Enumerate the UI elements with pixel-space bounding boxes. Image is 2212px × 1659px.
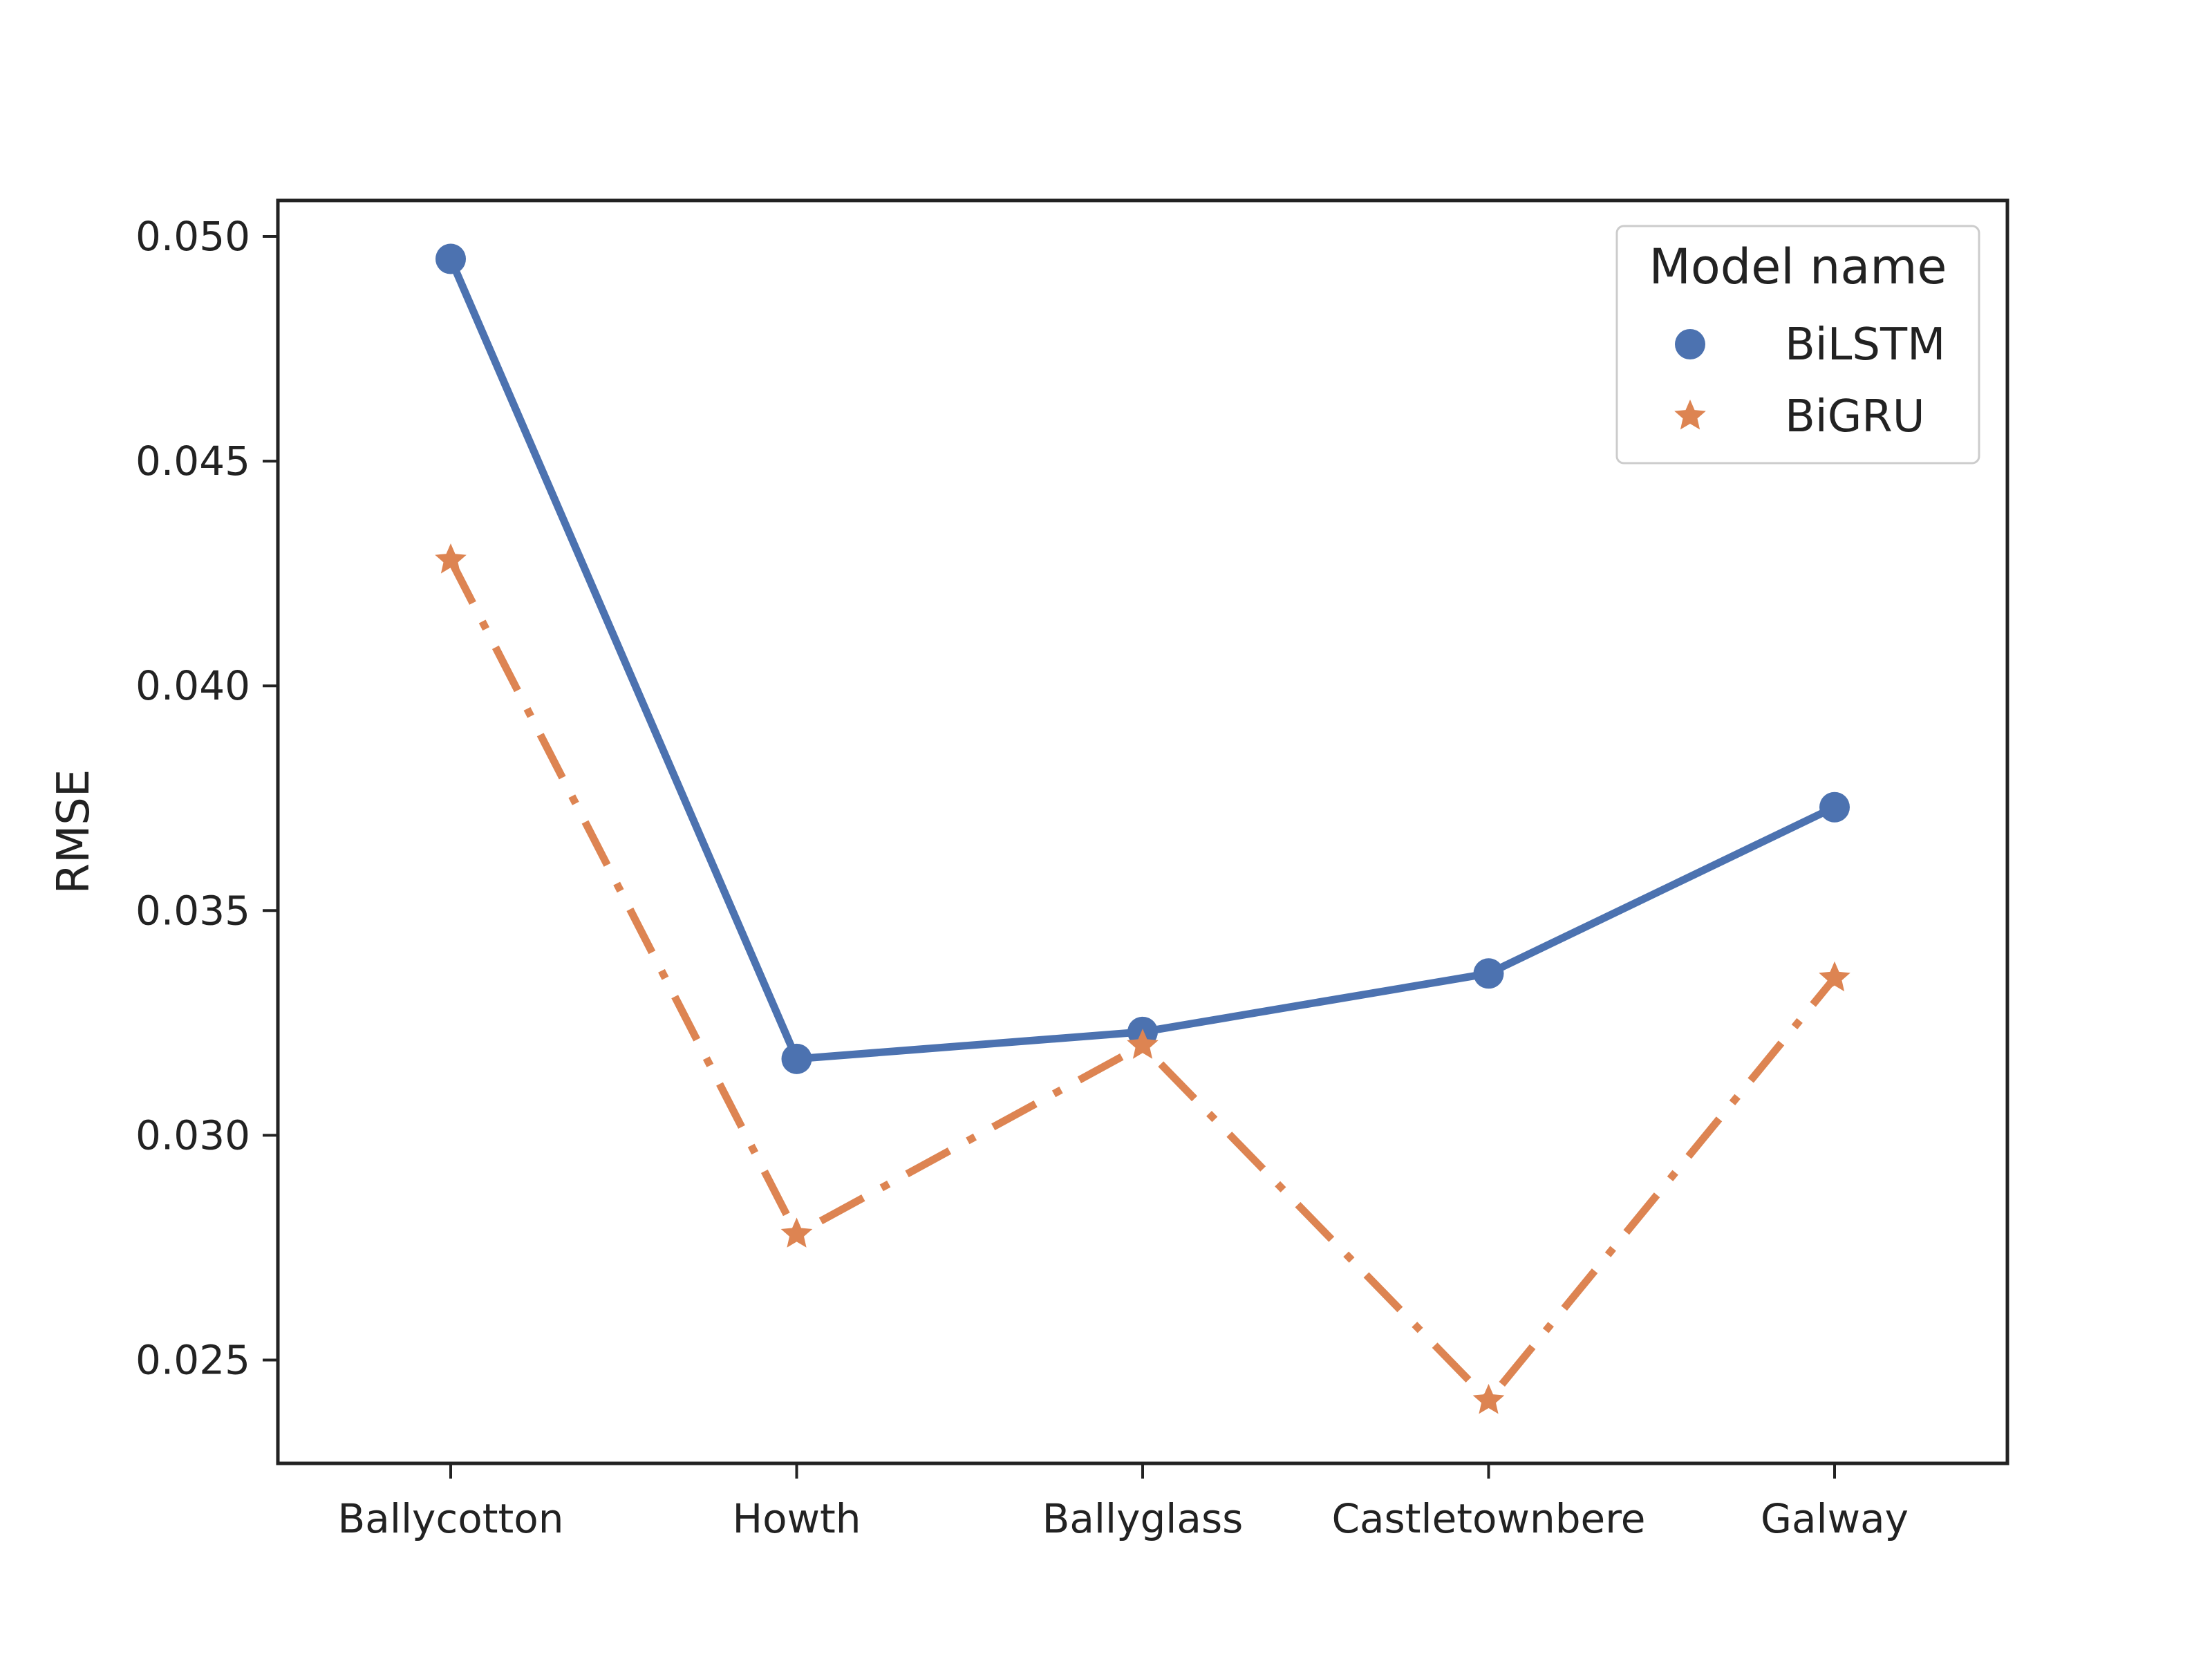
series-layer xyxy=(435,243,1850,1414)
legend: Model name BiLSTM BiGRU xyxy=(1615,225,1980,465)
y-tick-label: 0.025 xyxy=(135,1336,250,1383)
series-line-bigru xyxy=(447,558,1838,1405)
data-point-bigru xyxy=(1819,961,1850,992)
data-point-bilstm xyxy=(1819,791,1850,823)
y-tick-label: 0.035 xyxy=(135,887,250,934)
legend-marker-bilstm xyxy=(1675,329,1705,359)
data-point-bigru xyxy=(1127,1029,1159,1059)
y-tick-label: 0.030 xyxy=(135,1112,250,1159)
y-tick-label: 0.045 xyxy=(135,438,250,485)
legend-title: Model name xyxy=(1649,238,1947,295)
legend-label-bilstm: BiLSTM xyxy=(1785,319,1945,371)
legend-marker-bigru xyxy=(1674,400,1706,430)
data-point-bilstm xyxy=(781,1043,812,1074)
data-point-bilstm xyxy=(435,243,466,274)
legend-label-bigru: BiGRU xyxy=(1785,391,1925,442)
legend-box xyxy=(1615,225,1980,465)
x-tick-label: Ballycotton xyxy=(338,1495,564,1542)
x-tick-label: Castletownbere xyxy=(1332,1495,1646,1542)
legend-items: BiLSTM BiGRU xyxy=(1674,319,1945,442)
x-tick-label: Howth xyxy=(732,1495,861,1542)
data-point-bilstm xyxy=(1473,958,1504,989)
y-tick-label: 0.050 xyxy=(135,213,250,260)
x-tick-label: Galway xyxy=(1761,1495,1909,1542)
x-tick-label: Ballyglass xyxy=(1042,1495,1244,1542)
y-tick-label: 0.040 xyxy=(135,662,250,709)
data-point-bigru xyxy=(435,543,467,574)
data-point-bigru xyxy=(1472,1384,1505,1414)
y-axis: 0.025 0.030 0.035 0.040 0.045 0.050 xyxy=(135,213,278,1383)
data-point-bigru xyxy=(780,1217,813,1248)
x-axis: Ballycotton Howth Ballyglass Castletownbere… xyxy=(338,1463,1909,1542)
y-axis-label: RMSE xyxy=(48,769,100,894)
